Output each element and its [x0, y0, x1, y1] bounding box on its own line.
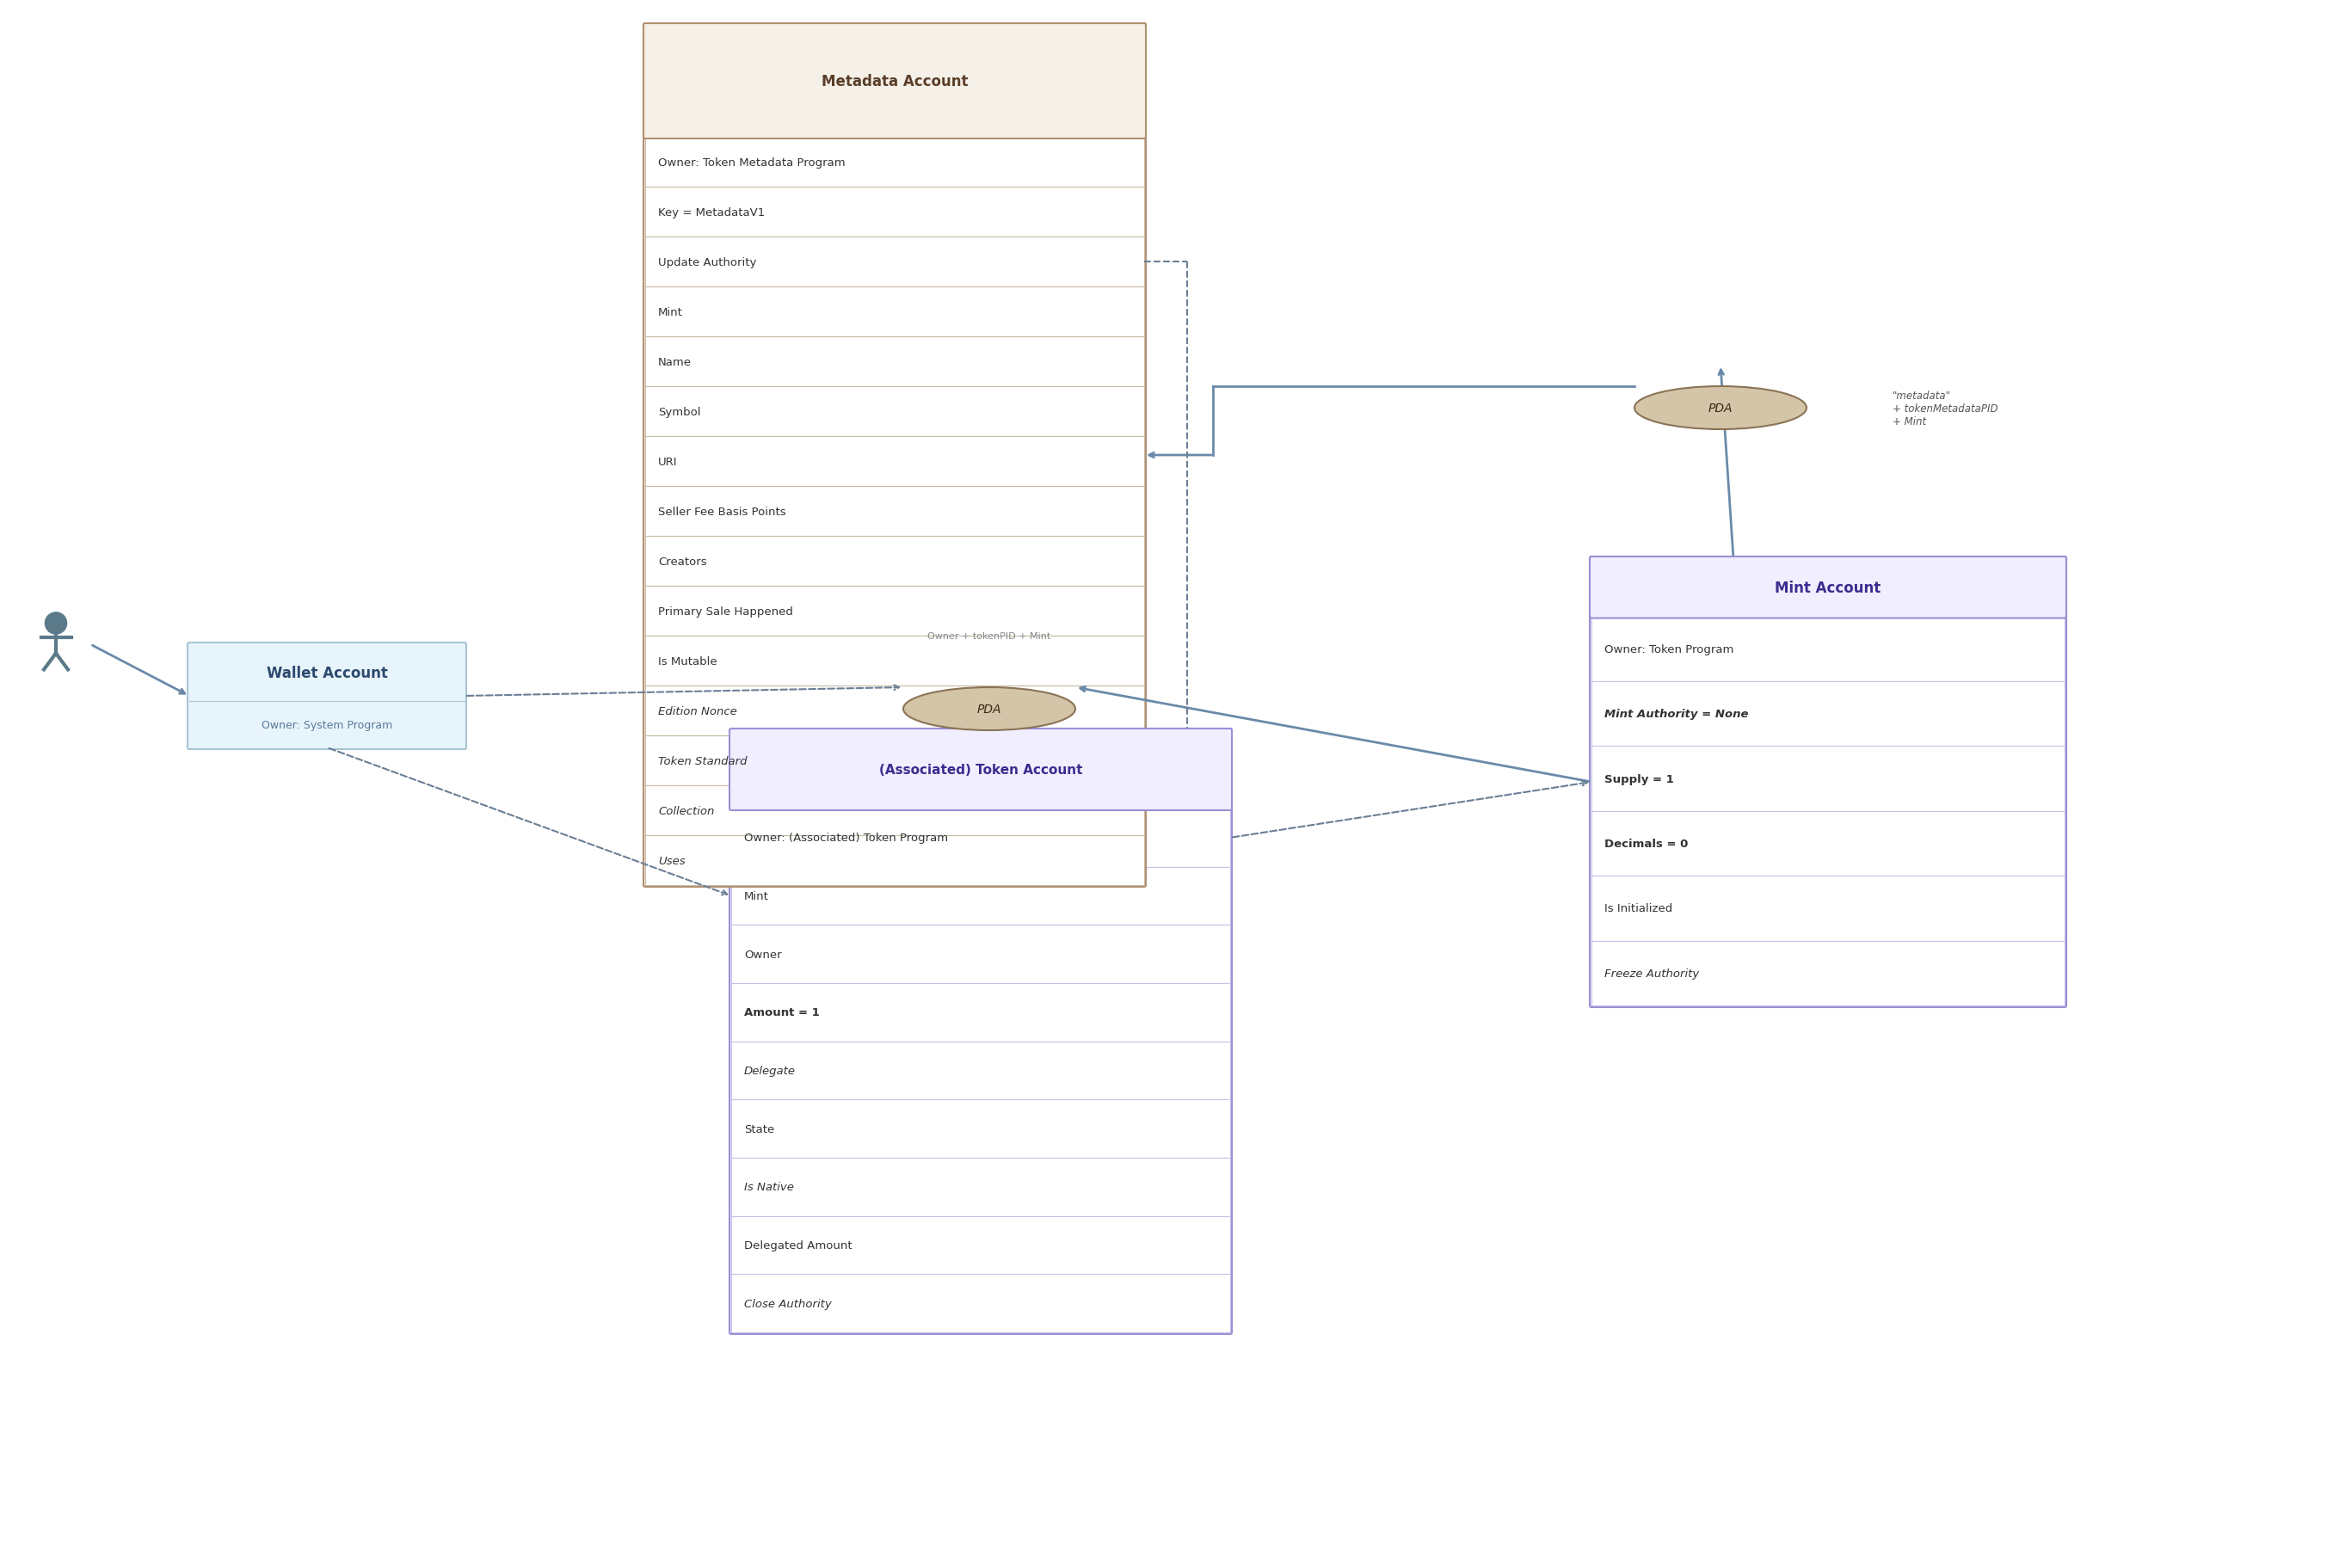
- Text: URI: URI: [658, 456, 677, 467]
- FancyBboxPatch shape: [644, 24, 1146, 140]
- Text: Creators: Creators: [658, 555, 707, 568]
- FancyBboxPatch shape: [646, 586, 1143, 637]
- FancyBboxPatch shape: [646, 536, 1143, 586]
- Text: Wallet Account: Wallet Account: [266, 665, 387, 681]
- Text: Owner: Owner: [744, 949, 782, 960]
- FancyBboxPatch shape: [730, 1217, 1229, 1275]
- Text: Delegated Amount: Delegated Amount: [744, 1240, 852, 1251]
- Text: Delegate: Delegate: [744, 1065, 796, 1076]
- Text: Amount = 1: Amount = 1: [744, 1007, 819, 1018]
- Text: Name: Name: [658, 356, 691, 367]
- Text: Mint: Mint: [744, 891, 770, 902]
- Text: Is Mutable: Is Mutable: [658, 655, 716, 666]
- Text: Key = MetadataV1: Key = MetadataV1: [658, 207, 765, 218]
- FancyBboxPatch shape: [1591, 746, 2065, 811]
- FancyBboxPatch shape: [730, 809, 1229, 867]
- FancyBboxPatch shape: [646, 337, 1143, 387]
- FancyBboxPatch shape: [730, 1041, 1229, 1099]
- FancyBboxPatch shape: [646, 786, 1143, 836]
- FancyBboxPatch shape: [646, 687, 1143, 735]
- Text: Mint Authority = None: Mint Authority = None: [1605, 709, 1747, 720]
- Text: PDA: PDA: [1708, 403, 1733, 414]
- Text: Edition Nonce: Edition Nonce: [658, 706, 737, 717]
- Text: State: State: [744, 1123, 775, 1135]
- Text: Token Standard: Token Standard: [658, 756, 747, 767]
- FancyBboxPatch shape: [1591, 877, 2065, 941]
- Text: Mint: Mint: [658, 306, 684, 318]
- Ellipse shape: [1635, 387, 1806, 430]
- FancyBboxPatch shape: [644, 24, 1146, 887]
- FancyBboxPatch shape: [646, 735, 1143, 786]
- FancyBboxPatch shape: [730, 729, 1232, 1334]
- FancyBboxPatch shape: [1591, 941, 2065, 1005]
- FancyBboxPatch shape: [730, 1099, 1229, 1157]
- FancyBboxPatch shape: [1589, 557, 2067, 1008]
- Text: Is Native: Is Native: [744, 1181, 793, 1193]
- FancyBboxPatch shape: [646, 387, 1143, 437]
- Text: Primary Sale Happened: Primary Sale Happened: [658, 605, 793, 616]
- Text: Metadata Account: Metadata Account: [821, 74, 968, 89]
- FancyBboxPatch shape: [646, 437, 1143, 486]
- FancyBboxPatch shape: [646, 836, 1143, 886]
- Text: Uses: Uses: [658, 855, 686, 866]
- Text: (Associated) Token Account: (Associated) Token Account: [880, 764, 1083, 776]
- Circle shape: [44, 613, 68, 635]
- FancyBboxPatch shape: [646, 188, 1143, 237]
- FancyBboxPatch shape: [646, 138, 1143, 188]
- FancyBboxPatch shape: [1589, 557, 2067, 619]
- Text: Is Initialized: Is Initialized: [1605, 903, 1673, 914]
- FancyBboxPatch shape: [730, 925, 1229, 983]
- Text: Owner: (Associated) Token Program: Owner: (Associated) Token Program: [744, 833, 947, 844]
- Text: Supply = 1: Supply = 1: [1605, 773, 1673, 784]
- FancyBboxPatch shape: [646, 637, 1143, 687]
- FancyBboxPatch shape: [187, 643, 467, 750]
- Text: "metadata"
+ tokenMetadataPID
+ Mint: "metadata" + tokenMetadataPID + Mint: [1892, 390, 1997, 426]
- FancyBboxPatch shape: [1591, 616, 2065, 682]
- FancyBboxPatch shape: [730, 983, 1229, 1041]
- Text: Owner: Token Metadata Program: Owner: Token Metadata Program: [658, 157, 845, 168]
- Text: Symbol: Symbol: [658, 406, 700, 417]
- FancyBboxPatch shape: [1591, 811, 2065, 877]
- Text: Owner: System Program: Owner: System Program: [261, 720, 392, 731]
- Ellipse shape: [903, 688, 1076, 731]
- Text: Update Authority: Update Authority: [658, 257, 756, 268]
- Text: Owner + tokenPID + Mint: Owner + tokenPID + Mint: [929, 632, 1050, 640]
- Text: Collection: Collection: [658, 804, 714, 817]
- Text: Decimals = 0: Decimals = 0: [1605, 839, 1689, 850]
- Text: Mint Account: Mint Account: [1775, 580, 1880, 596]
- FancyBboxPatch shape: [730, 729, 1232, 811]
- FancyBboxPatch shape: [730, 1275, 1229, 1333]
- FancyBboxPatch shape: [730, 1157, 1229, 1217]
- FancyBboxPatch shape: [646, 237, 1143, 287]
- Text: PDA: PDA: [978, 702, 1001, 715]
- Text: Seller Fee Basis Points: Seller Fee Basis Points: [658, 506, 786, 517]
- Text: Freeze Authority: Freeze Authority: [1605, 967, 1698, 978]
- FancyBboxPatch shape: [1591, 682, 2065, 746]
- FancyBboxPatch shape: [646, 287, 1143, 337]
- Text: Owner: Token Program: Owner: Token Program: [1605, 644, 1733, 655]
- FancyBboxPatch shape: [646, 486, 1143, 536]
- FancyBboxPatch shape: [730, 867, 1229, 925]
- Text: Close Authority: Close Authority: [744, 1298, 831, 1309]
